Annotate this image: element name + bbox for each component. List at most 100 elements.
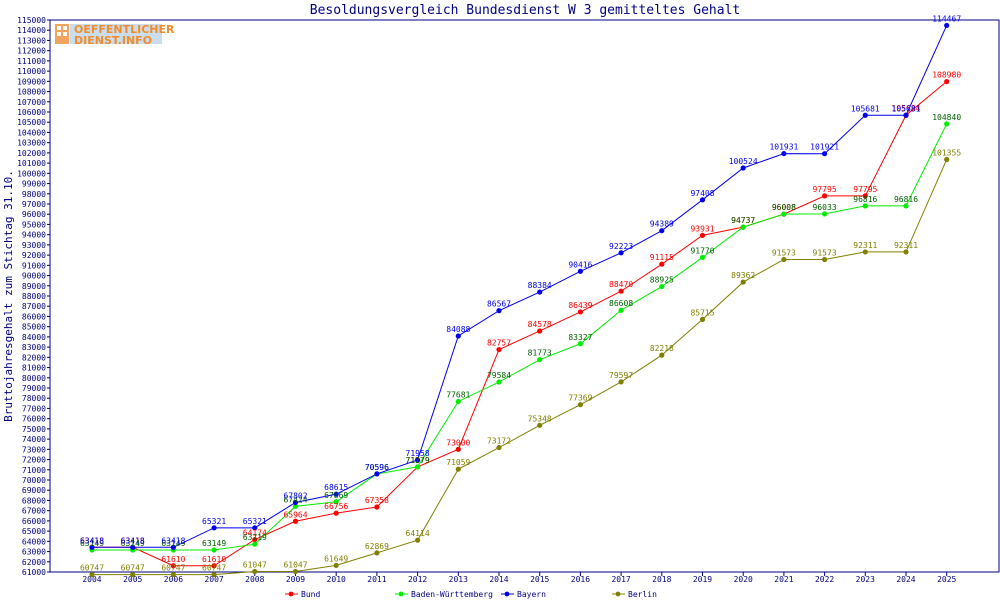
data-point-berlin[interactable]: [577, 402, 584, 408]
data-label-bund: 84578: [528, 320, 552, 329]
data-label-bund: 67358: [365, 496, 389, 505]
data-point-berlin[interactable]: [740, 279, 746, 285]
data-point-bayern[interactable]: [822, 151, 828, 157]
data-label-bayern: 100524: [729, 157, 758, 166]
data-point-berlin[interactable]: [862, 249, 868, 255]
data-point-berlin[interactable]: [699, 316, 706, 322]
data-point-bund[interactable]: [659, 261, 665, 267]
data-point-berlin[interactable]: [537, 422, 543, 428]
data-point-berlin[interactable]: [944, 156, 950, 163]
legend-item-baden-w-rttemberg[interactable]: Baden-Württemberg: [395, 590, 493, 599]
data-point-baden-w-rttemberg[interactable]: [618, 307, 624, 313]
data-point-bund[interactable]: [618, 288, 624, 294]
data-point-bayern[interactable]: [170, 544, 176, 550]
data-point-bayern[interactable]: [862, 112, 868, 118]
data-point-baden-w-rttemberg[interactable]: [659, 283, 665, 290]
data-point-berlin[interactable]: [496, 444, 502, 451]
data-point-berlin[interactable]: [781, 256, 787, 263]
data-point-berlin[interactable]: [130, 571, 136, 578]
data-point-bayern[interactable]: [89, 544, 95, 550]
y-tick-label: 68000: [22, 496, 46, 505]
data-point-bund[interactable]: [699, 232, 706, 238]
data-label-berlin: 62869: [365, 542, 389, 551]
y-tick-label: 101000: [17, 159, 46, 168]
data-point-berlin[interactable]: [903, 249, 909, 255]
data-point-bayern[interactable]: [374, 471, 380, 477]
x-tick-label: 2004: [82, 575, 101, 584]
data-point-bayern[interactable]: [740, 165, 746, 171]
data-point-bayern[interactable]: [618, 250, 624, 256]
data-point-bund[interactable]: [577, 309, 584, 315]
data-point-bund[interactable]: [496, 346, 502, 353]
data-point-baden-w-rttemberg[interactable]: [781, 211, 787, 217]
data-point-bund[interactable]: [211, 563, 217, 569]
data-point-berlin[interactable]: [292, 568, 299, 575]
data-point-baden-w-rttemberg[interactable]: [537, 357, 543, 363]
data-point-baden-w-rttemberg[interactable]: [699, 254, 706, 261]
logo-text-line2: DIENST.INFO: [74, 34, 152, 47]
data-point-baden-w-rttemberg[interactable]: [822, 211, 828, 217]
data-point-berlin[interactable]: [170, 571, 176, 578]
data-point-berlin[interactable]: [455, 466, 461, 472]
data-point-bayern[interactable]: [781, 150, 787, 157]
data-point-bund[interactable]: [944, 78, 950, 85]
data-point-bund[interactable]: [455, 446, 461, 452]
data-point-bayern[interactable]: [333, 491, 339, 497]
data-point-bayern[interactable]: [455, 333, 461, 339]
data-label-berlin: 73172: [487, 437, 511, 446]
data-point-bund[interactable]: [252, 536, 258, 543]
data-label-bund: 93931: [690, 224, 714, 233]
data-point-bayern[interactable]: [252, 525, 258, 531]
data-point-berlin[interactable]: [252, 568, 258, 575]
data-point-baden-w-rttemberg[interactable]: [211, 547, 217, 553]
legend-item-bund[interactable]: Bund: [285, 590, 320, 599]
x-tick-label: 2013: [449, 575, 468, 584]
data-point-bayern[interactable]: [577, 268, 584, 274]
data-point-bayern[interactable]: [292, 499, 299, 506]
data-point-baden-w-rttemberg[interactable]: [415, 464, 421, 470]
legend-item-berlin[interactable]: Berlin: [612, 590, 657, 599]
data-point-bayern[interactable]: [903, 112, 909, 118]
data-point-bund[interactable]: [333, 510, 339, 516]
data-point-bund[interactable]: [537, 328, 543, 334]
data-point-berlin[interactable]: [333, 562, 339, 568]
data-label-bund: 88470: [609, 280, 633, 289]
data-point-bayern[interactable]: [944, 22, 950, 29]
data-point-baden-w-rttemberg[interactable]: [292, 503, 299, 509]
data-point-bayern[interactable]: [415, 457, 421, 463]
y-tick-label: 111000: [17, 57, 46, 66]
data-point-bund[interactable]: [292, 518, 299, 524]
legend-swatch-marker: [615, 591, 621, 597]
data-point-baden-w-rttemberg[interactable]: [333, 499, 339, 505]
data-point-berlin[interactable]: [374, 550, 380, 556]
data-point-bund[interactable]: [822, 193, 828, 199]
y-tick-label: 84000: [22, 333, 46, 342]
data-point-baden-w-rttemberg[interactable]: [903, 203, 909, 209]
data-point-baden-w-rttemberg[interactable]: [862, 203, 868, 209]
data-point-berlin[interactable]: [822, 256, 828, 263]
legend-item-bayern[interactable]: Bayern: [501, 590, 546, 599]
data-point-bund[interactable]: [170, 563, 176, 569]
data-point-bayern[interactable]: [496, 308, 502, 314]
data-point-bayern[interactable]: [659, 228, 665, 234]
data-point-baden-w-rttemberg[interactable]: [252, 541, 258, 547]
data-point-bayern[interactable]: [130, 544, 136, 550]
y-tick-label: 61000: [22, 568, 46, 577]
data-point-bund[interactable]: [862, 193, 868, 199]
data-point-baden-w-rttemberg[interactable]: [577, 341, 584, 347]
data-point-berlin[interactable]: [211, 571, 217, 578]
data-point-berlin[interactable]: [618, 379, 624, 385]
data-point-baden-w-rttemberg[interactable]: [740, 224, 746, 230]
data-point-bund[interactable]: [374, 504, 380, 510]
data-point-berlin[interactable]: [659, 352, 665, 358]
data-point-berlin[interactable]: [89, 571, 95, 578]
data-point-bayern[interactable]: [537, 289, 543, 295]
data-point-berlin[interactable]: [415, 537, 421, 543]
y-tick-label: 78000: [22, 394, 46, 403]
data-point-bayern[interactable]: [699, 197, 706, 203]
data-point-baden-w-rttemberg[interactable]: [496, 379, 502, 385]
data-label-bayern: 63418: [80, 536, 104, 545]
data-point-baden-w-rttemberg[interactable]: [944, 121, 950, 127]
data-point-baden-w-rttemberg[interactable]: [455, 398, 461, 405]
data-point-bayern[interactable]: [211, 525, 217, 531]
